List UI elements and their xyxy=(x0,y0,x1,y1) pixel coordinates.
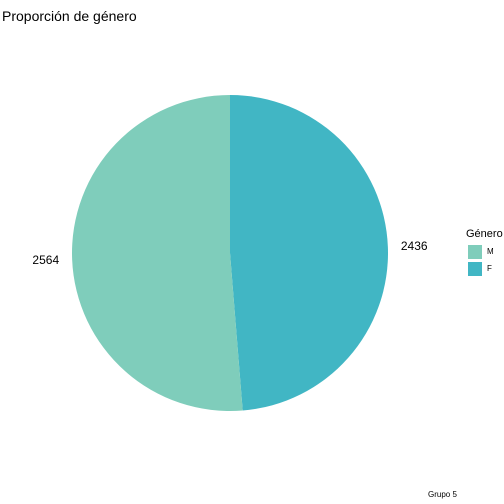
legend-key-m xyxy=(468,244,482,259)
pie-labels: 2436 2564 xyxy=(32,239,427,267)
data-label-f: 2436 xyxy=(401,239,428,253)
legend-label-f: F xyxy=(487,264,492,273)
legend-key-f xyxy=(468,261,482,276)
legend: Género M F xyxy=(466,228,503,277)
legend-item-f: F xyxy=(466,260,503,277)
legend-title: Género xyxy=(466,228,503,240)
pie-slice-m xyxy=(71,95,243,411)
legend-item-m: M xyxy=(466,243,503,260)
legend-label-m: M xyxy=(487,247,494,256)
caption: Grupo 5 xyxy=(428,490,457,499)
data-label-m: 2564 xyxy=(32,253,59,267)
pie-slices xyxy=(71,95,388,411)
pie-slice-f xyxy=(230,95,388,411)
chart-title: Proporción de género xyxy=(2,8,137,24)
